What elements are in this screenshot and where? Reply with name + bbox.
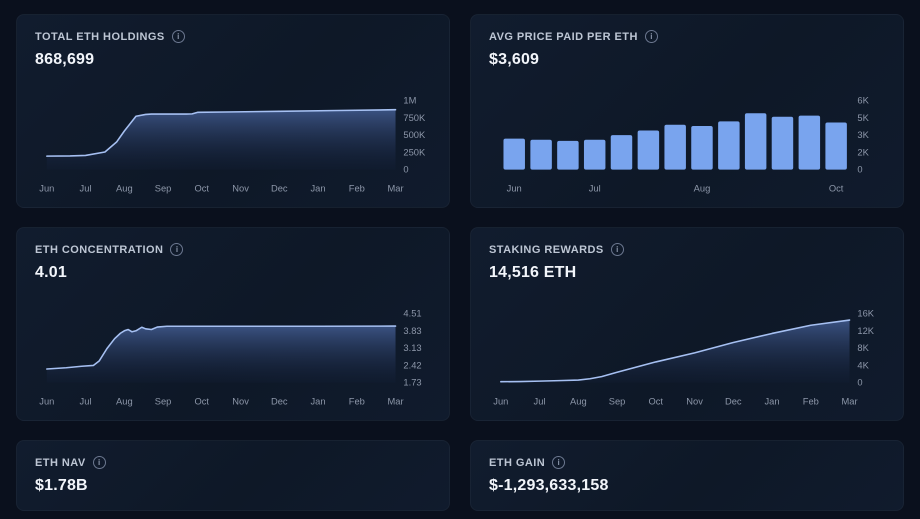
svg-text:Sep: Sep <box>155 183 172 193</box>
svg-text:3K: 3K <box>857 130 869 140</box>
info-icon[interactable]: i <box>92 456 106 469</box>
card-avg-price-paid-per-eth: AVG PRICE PAID PER ETH i $3,609 0 2K 3K 5K 6… <box>470 14 904 208</box>
svg-text:500K: 500K <box>403 130 426 140</box>
card-title-staking-rewards: STAKING REWARDS <box>489 243 604 256</box>
svg-text:Aug: Aug <box>694 183 711 193</box>
svg-text:8K: 8K <box>857 343 869 353</box>
svg-text:Aug: Aug <box>116 183 133 193</box>
card-title-eth-concentration: ETH CONCENTRATION <box>35 243 164 256</box>
svg-text:Mar: Mar <box>387 183 403 193</box>
svg-text:2.42: 2.42 <box>403 360 421 370</box>
svg-text:Jun: Jun <box>507 183 522 193</box>
svg-text:0: 0 <box>403 165 408 175</box>
svg-text:4K: 4K <box>857 360 869 370</box>
svg-text:3.13: 3.13 <box>403 343 421 353</box>
card-header: ETH CONCENTRATION i <box>35 243 431 256</box>
svg-text:Sep: Sep <box>609 396 626 406</box>
svg-text:2K: 2K <box>857 147 869 157</box>
svg-text:Jul: Jul <box>80 396 92 406</box>
metric-value-total-eth-holdings: 868,699 <box>35 51 95 68</box>
svg-text:Feb: Feb <box>349 396 365 406</box>
svg-text:Jun: Jun <box>39 396 54 406</box>
svg-text:Nov: Nov <box>686 396 703 406</box>
svg-text:4.51: 4.51 <box>403 309 421 319</box>
svg-text:Oct: Oct <box>194 396 209 406</box>
info-icon[interactable]: i <box>171 30 185 43</box>
card-header: STAKING REWARDS i <box>489 243 885 256</box>
svg-text:3.83: 3.83 <box>403 326 421 336</box>
eth-concentration-chart: 1.73 2.42 3.13 3.83 4.51 Jun Jul Aug Sep Oct Nov De… <box>35 305 431 409</box>
card-header: ETH NAV i <box>35 456 431 469</box>
metric-value-staking-rewards: 14,516 ETH <box>489 264 577 281</box>
svg-text:Oct: Oct <box>648 396 663 406</box>
svg-text:Jan: Jan <box>310 396 325 406</box>
svg-text:Mar: Mar <box>387 396 403 406</box>
svg-text:12K: 12K <box>857 326 874 336</box>
svg-text:Dec: Dec <box>725 396 742 406</box>
card-total-eth-holdings: TOTAL ETH HOLDINGS i 868,699 0 250K 500K 75… <box>16 14 450 208</box>
svg-text:750K: 750K <box>403 113 426 123</box>
card-title-total-eth-holdings: TOTAL ETH HOLDINGS <box>35 30 165 43</box>
metric-value-eth-concentration: 4.01 <box>35 264 67 281</box>
svg-text:Jul: Jul <box>589 183 601 193</box>
card-header: ETH GAIN i <box>489 456 885 469</box>
card-title-eth-gain: ETH GAIN <box>489 456 546 469</box>
svg-text:Nov: Nov <box>232 396 249 406</box>
info-icon[interactable]: i <box>610 243 624 256</box>
svg-text:Jul: Jul <box>80 183 92 193</box>
svg-text:Feb: Feb <box>349 183 365 193</box>
metric-value-eth-nav: $1.78B <box>35 477 88 494</box>
card-staking-rewards: STAKING REWARDS i 14,516 ETH 0 4K 8K 12K 16K… <box>470 227 904 421</box>
svg-text:1M: 1M <box>403 96 416 106</box>
card-title-eth-nav: ETH NAV <box>35 456 86 469</box>
info-icon[interactable]: i <box>644 30 658 43</box>
svg-text:6K: 6K <box>857 96 869 106</box>
avg-price-paid-per-eth-chart: 0 2K 3K 5K 6K Jun Jul Aug Oct <box>489 92 885 196</box>
staking-rewards-chart: 0 4K 8K 12K 16K Jun Jul Aug Sep Oct Nov Dec Jan Feb Ma… <box>489 305 885 409</box>
svg-text:Nov: Nov <box>232 183 249 193</box>
svg-text:Oct: Oct <box>829 183 844 193</box>
svg-text:Dec: Dec <box>271 183 288 193</box>
svg-text:Dec: Dec <box>271 396 288 406</box>
svg-text:250K: 250K <box>403 147 426 157</box>
svg-text:Jun: Jun <box>493 396 508 406</box>
svg-text:Aug: Aug <box>116 396 133 406</box>
svg-text:Mar: Mar <box>841 396 857 406</box>
svg-text:Jul: Jul <box>534 396 546 406</box>
svg-text:Aug: Aug <box>570 396 587 406</box>
svg-text:1.73: 1.73 <box>403 378 421 388</box>
svg-text:Jan: Jan <box>764 396 779 406</box>
info-icon[interactable]: i <box>552 456 566 469</box>
svg-text:5K: 5K <box>857 113 869 123</box>
card-title-avg-price-paid-per-eth: AVG PRICE PAID PER ETH <box>489 30 638 43</box>
svg-text:16K: 16K <box>857 309 874 319</box>
metric-value-eth-gain: $-1,293,633,158 <box>489 477 609 494</box>
card-header: TOTAL ETH HOLDINGS i <box>35 30 431 43</box>
card-header: AVG PRICE PAID PER ETH i <box>489 30 885 43</box>
svg-text:Jun: Jun <box>39 183 54 193</box>
svg-text:Oct: Oct <box>194 183 209 193</box>
card-eth-concentration: ETH CONCENTRATION i 4.01 1.73 2.42 3.13 3.8… <box>16 227 450 421</box>
info-icon[interactable]: i <box>170 243 184 256</box>
card-eth-gain: ETH GAIN i $-1,293,633,158 <box>470 440 904 511</box>
svg-text:0: 0 <box>857 378 862 388</box>
total-eth-holdings-chart: 0 250K 500K 750K 1M Jun Jul Aug Sep Oct Nov Dec Jan F… <box>35 92 431 196</box>
card-eth-nav: ETH NAV i $1.78B <box>16 440 450 511</box>
svg-text:0: 0 <box>857 165 862 175</box>
svg-text:Feb: Feb <box>803 396 819 406</box>
svg-text:Jan: Jan <box>310 183 325 193</box>
svg-text:Sep: Sep <box>155 396 172 406</box>
metric-value-avg-price-paid-per-eth: $3,609 <box>489 51 540 68</box>
